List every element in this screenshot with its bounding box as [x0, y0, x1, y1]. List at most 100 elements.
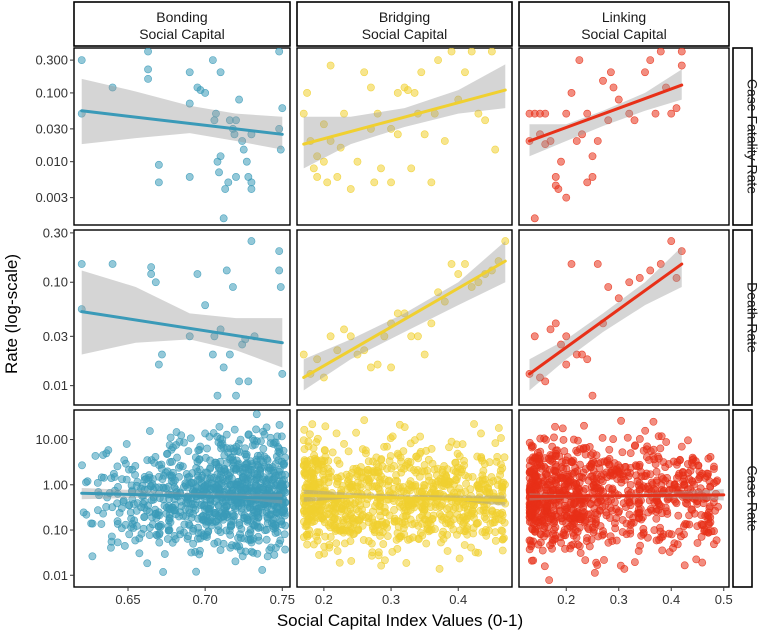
data-point — [310, 540, 318, 549]
data-point — [192, 567, 201, 576]
data-point — [414, 332, 422, 341]
data-point — [235, 521, 244, 529]
data-point — [383, 523, 391, 532]
data-point — [300, 425, 309, 434]
data-point — [305, 530, 314, 539]
data-point — [622, 530, 631, 539]
x-tick-label: 0.2 — [315, 592, 333, 607]
data-point — [639, 525, 648, 533]
data-point — [154, 160, 163, 169]
data-point — [222, 526, 231, 535]
data-point — [167, 473, 176, 482]
data-point — [651, 109, 660, 118]
y-tick-label: 0.100 — [35, 85, 68, 100]
data-point — [400, 464, 408, 473]
data-point — [662, 438, 671, 446]
data-point — [575, 56, 584, 65]
data-point — [204, 528, 212, 537]
data-point — [144, 48, 152, 56]
data-point — [371, 502, 379, 510]
data-point — [350, 529, 358, 538]
data-point — [277, 516, 286, 525]
data-point — [588, 173, 597, 181]
data-point — [146, 523, 154, 532]
data-point — [164, 526, 173, 535]
data-point — [147, 482, 155, 491]
data-point — [672, 104, 681, 113]
data-point — [529, 556, 538, 565]
data-point — [195, 455, 203, 464]
trend-line — [302, 493, 507, 502]
data-point — [280, 476, 288, 484]
data-point — [446, 511, 455, 520]
data-point — [435, 564, 444, 573]
data-point — [217, 444, 226, 453]
data-point — [576, 549, 585, 557]
data-point — [498, 516, 506, 525]
data-point — [705, 520, 714, 529]
data-point — [152, 530, 161, 539]
data-point — [144, 501, 153, 510]
data-point — [220, 504, 229, 512]
data-point — [387, 178, 395, 187]
data-point — [346, 332, 355, 341]
data-point — [313, 355, 322, 364]
data-point — [562, 360, 571, 369]
column-strip-line: Bonding — [156, 9, 207, 25]
data-point — [256, 466, 265, 475]
data-point — [299, 506, 308, 515]
data-point — [191, 505, 200, 514]
data-point — [617, 416, 625, 425]
data-point — [216, 434, 225, 443]
data-point — [208, 56, 217, 65]
data-point — [275, 48, 284, 56]
data-point — [500, 453, 509, 462]
data-point — [364, 465, 373, 474]
data-point — [216, 152, 225, 161]
data-point — [377, 561, 386, 570]
data-point — [224, 178, 233, 187]
data-point — [657, 432, 666, 441]
data-point — [498, 487, 507, 496]
data-point — [210, 539, 219, 548]
data-point — [418, 511, 427, 520]
x-tick-label: 0.75 — [270, 592, 295, 607]
data-point — [563, 453, 572, 461]
data-point — [252, 507, 261, 516]
data-point — [631, 441, 640, 450]
data-point — [545, 576, 554, 585]
data-point — [626, 481, 635, 489]
panel-frame-dr-linking — [518, 229, 730, 406]
data-point — [259, 444, 268, 453]
column-strip-line: Social Capital — [362, 26, 448, 42]
y-tick-label: 0.30 — [43, 225, 68, 240]
y-tick-label: 0.030 — [35, 121, 68, 136]
y-tick-label: 0.010 — [35, 154, 68, 169]
data-point — [404, 535, 412, 544]
data-point — [417, 488, 426, 496]
data-point — [656, 260, 665, 268]
data-point — [347, 480, 356, 489]
data-point — [591, 484, 600, 493]
data-point — [332, 502, 341, 511]
data-point — [238, 466, 247, 474]
data-point — [230, 130, 239, 139]
y-tick-label: 0.01 — [43, 378, 68, 393]
data-point — [197, 513, 206, 521]
data-point — [364, 514, 373, 523]
data-point — [485, 458, 494, 467]
data-point — [238, 137, 247, 145]
data-point — [387, 363, 395, 372]
data-point — [271, 471, 280, 480]
data-point — [424, 472, 433, 481]
data-point — [160, 550, 169, 558]
data-point — [453, 530, 461, 539]
data-point — [263, 503, 272, 511]
data-point — [93, 478, 102, 487]
data-point — [443, 480, 452, 489]
data-point — [455, 484, 463, 493]
column-strip-line: Linking — [602, 9, 646, 25]
data-point — [373, 109, 382, 118]
data-point — [395, 534, 404, 543]
data-point — [340, 109, 348, 118]
